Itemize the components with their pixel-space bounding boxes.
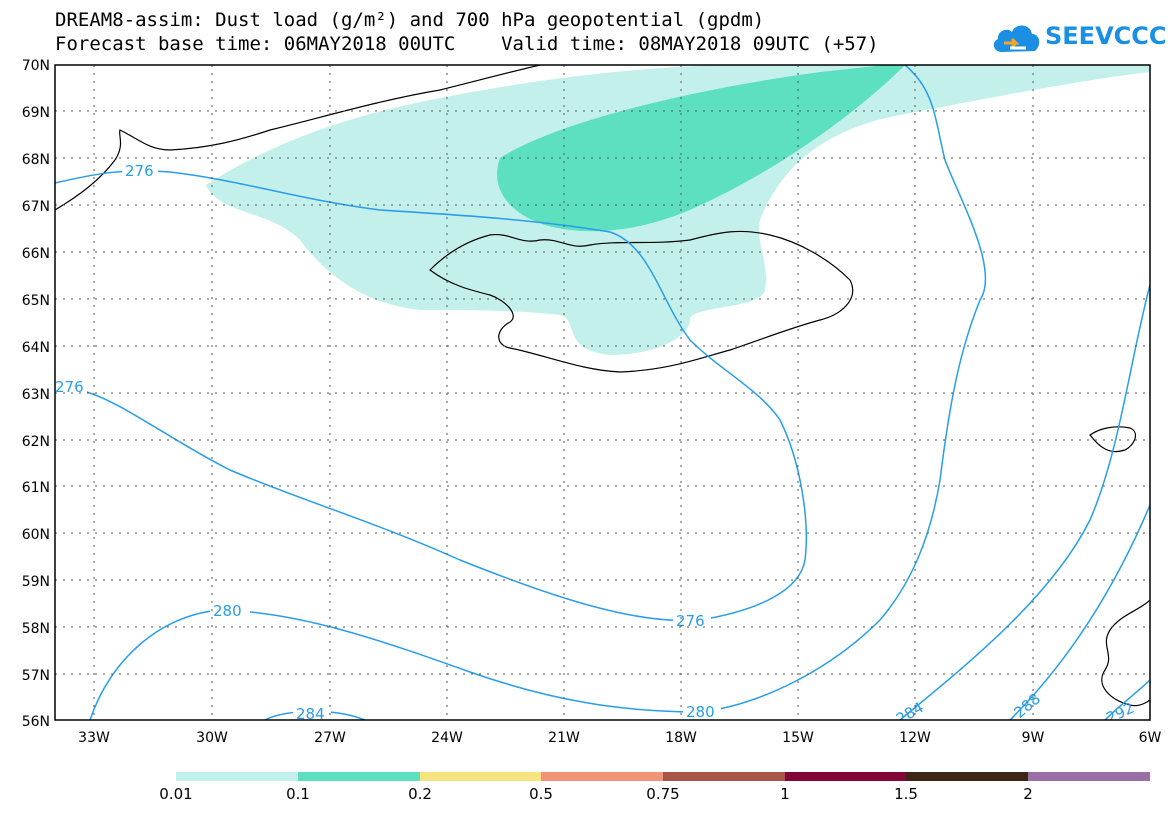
lat-label-67n: 67N: [22, 199, 50, 215]
lon-label-21w: 21W: [548, 730, 580, 746]
iceland-coastline: [429, 230, 854, 373]
colorbar-swatch-0: [176, 772, 298, 781]
lat-label-58n: 58N: [22, 621, 50, 637]
colorbar-label-5: 1: [780, 785, 790, 803]
lat-label-62n: 62N: [22, 434, 50, 450]
title-line-2: Forecast base time: 06MAY2018 00UTC Vali…: [55, 33, 879, 55]
colorbar-label-7: 2: [1023, 785, 1033, 803]
contour-label-276-b: 276: [55, 378, 84, 396]
lat-label-64n: 64N: [22, 340, 50, 356]
lat-label-68n: 68N: [22, 152, 50, 168]
colorbar-label-3: 0.5: [529, 785, 553, 803]
greenland-coastline: [55, 65, 541, 211]
lon-axis: 33W 30W 27W 24W 21W 18W 15W 12W 9W 6W: [78, 730, 1161, 746]
lat-label-69n: 69N: [22, 105, 50, 121]
contour-292: [1104, 679, 1150, 720]
lat-label-66n: 66N: [22, 246, 50, 262]
dust-area-mid: [497, 65, 905, 232]
colorbar-label-2: 0.2: [408, 785, 432, 803]
colorbar-swatch-7: [1028, 772, 1150, 781]
colorbar-swatch-5: [785, 772, 906, 781]
lat-label-60n: 60N: [22, 527, 50, 543]
lon-label-30w: 30W: [196, 730, 228, 746]
faroe-coastline: [1089, 426, 1137, 453]
contour-label-276-a: 276: [125, 162, 154, 180]
lat-label-59n: 59N: [22, 574, 50, 590]
lat-label-63n: 63N: [22, 387, 50, 403]
geopotential-contours: [55, 65, 1150, 720]
colorbar-swatch-4: [663, 772, 785, 781]
lon-label-9w: 9W: [1022, 730, 1045, 746]
graticule: [55, 65, 1150, 720]
lat-label-70n: 70N: [22, 58, 50, 74]
seevccc-logo: SEEVCCC: [990, 18, 1167, 58]
contour-label-288: 288: [1011, 690, 1045, 722]
contour-label-280-b: 280: [686, 703, 715, 721]
contour-label-284-a: 284: [296, 705, 325, 723]
lon-label-27w: 27W: [314, 730, 346, 746]
lat-label-61n: 61N: [22, 480, 50, 496]
colorbar-label-0: 0.01: [159, 785, 193, 803]
contour-label-280-a: 280: [213, 602, 242, 620]
contour-288: [1009, 504, 1150, 720]
colorbar-swatch-1: [298, 772, 420, 781]
contour-284-east: [899, 284, 1150, 720]
colorbar-label-4: 0.75: [646, 785, 680, 803]
colorbar-swatch-2: [420, 772, 541, 781]
colorbar-label-1: 0.1: [286, 785, 310, 803]
lon-label-15w: 15W: [782, 730, 814, 746]
contour-280: [89, 65, 987, 720]
plot-frame: [54, 64, 1151, 721]
scotland-coastline: [1101, 599, 1150, 707]
lon-label-18w: 18W: [665, 730, 697, 746]
lat-label-56n: 56N: [22, 714, 50, 730]
lon-label-6w: 6W: [1139, 730, 1162, 746]
colorbar-swatch-3: [541, 772, 663, 781]
colorbar-label-6: 1.5: [894, 785, 918, 803]
lon-label-12w: 12W: [899, 730, 931, 746]
lat-label-57n: 57N: [22, 668, 50, 684]
title-line-1: DREAM8-assim: Dust load (g/m²) and 700 h…: [55, 9, 765, 31]
colorbar-swatch-6: [906, 772, 1028, 781]
logo-text: SEEVCCC: [1045, 22, 1167, 50]
lon-label-33w: 33W: [78, 730, 110, 746]
lat-axis: 70N 69N 68N 67N 66N 65N 64N 63N 62N 61N …: [22, 58, 50, 730]
contour-276-north: [55, 170, 808, 622]
colorbar: [176, 772, 1150, 781]
contour-label-292: 292: [1103, 699, 1137, 727]
contour-label-276-c: 276: [676, 612, 705, 630]
lat-label-65n: 65N: [22, 293, 50, 309]
cloud-icon: [993, 25, 1040, 52]
lon-label-24w: 24W: [431, 730, 463, 746]
